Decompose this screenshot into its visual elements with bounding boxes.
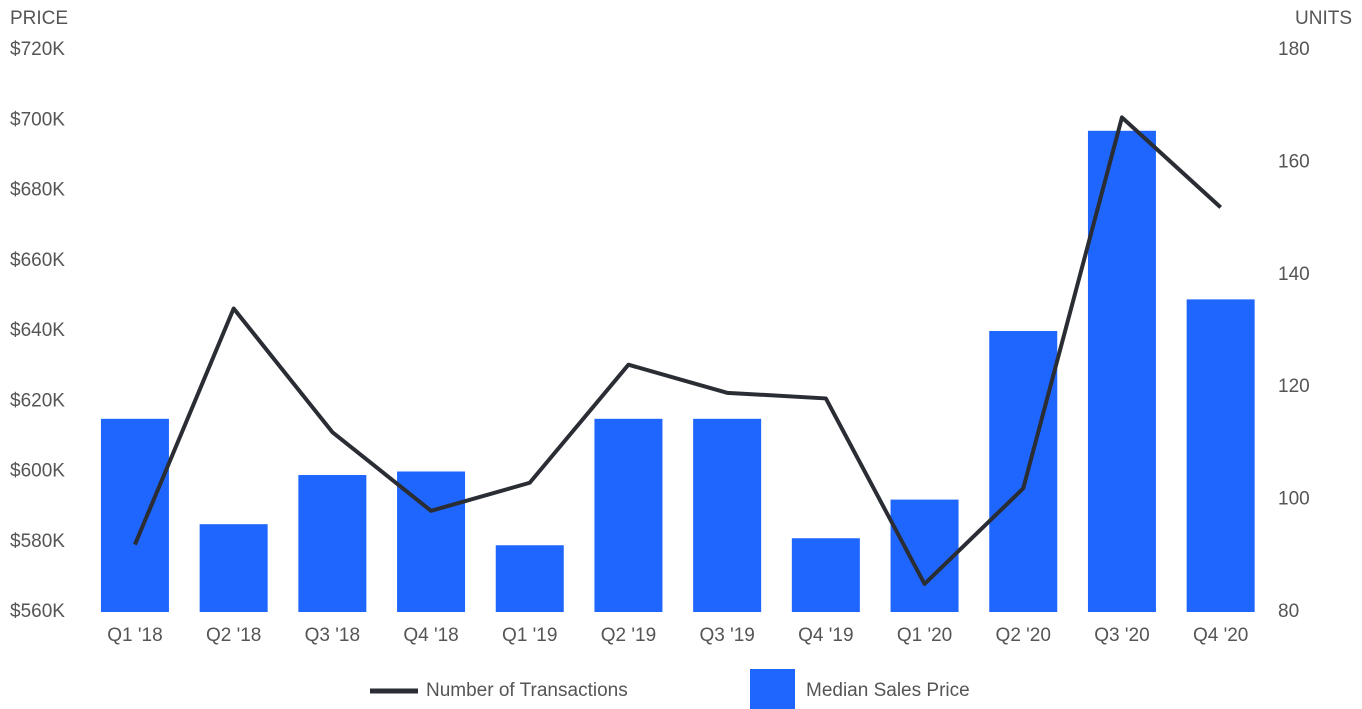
y-axis-title: PRICE xyxy=(10,8,68,29)
y-tick-label: $720K xyxy=(10,39,65,60)
y2-tick-label: 120 xyxy=(1278,376,1310,397)
y-tick-label: $640K xyxy=(10,320,65,341)
x-tick-label: Q3 '19 xyxy=(699,625,754,646)
x-tick-label: Q2 '20 xyxy=(996,625,1051,646)
x-tick-label: Q2 '18 xyxy=(206,625,261,646)
bar xyxy=(1186,299,1255,612)
y2-tick-label: 100 xyxy=(1278,489,1310,510)
x-tick-label: Q1 '20 xyxy=(897,625,952,646)
bar xyxy=(989,331,1058,612)
x-tick-label: Q1 '18 xyxy=(107,625,162,646)
bar xyxy=(298,475,367,612)
bar xyxy=(791,538,860,612)
bar xyxy=(199,524,268,612)
x-tick-label: Q4 '19 xyxy=(798,625,853,646)
y2-tick-label: 180 xyxy=(1278,39,1310,60)
y-tick-label: $620K xyxy=(10,390,65,411)
y-tick-label: $680K xyxy=(10,180,65,201)
y-tick-label: $580K xyxy=(10,531,65,552)
x-tick-label: Q2 '19 xyxy=(601,625,656,646)
y-tick-label: $600K xyxy=(10,461,65,482)
line xyxy=(133,115,1222,586)
legend-swatch xyxy=(750,669,795,709)
bar xyxy=(693,418,762,612)
bar xyxy=(1087,130,1156,612)
x-tick-label: Q3 '20 xyxy=(1094,625,1149,646)
y-tick-label: $660K xyxy=(10,250,65,271)
bar xyxy=(495,545,564,612)
y2-tick-label: 80 xyxy=(1278,601,1299,622)
y-tick-label: $560K xyxy=(10,601,65,622)
x-tick-label: Q4 '20 xyxy=(1193,625,1248,646)
bar xyxy=(594,418,663,612)
legend-label: Median Sales Price xyxy=(806,680,970,701)
y2-axis-title: UNITS xyxy=(1295,8,1352,29)
x-tick-label: Q4 '18 xyxy=(403,625,458,646)
y2-tick-label: 140 xyxy=(1278,264,1310,285)
y2-tick-label: 160 xyxy=(1278,151,1310,172)
bar xyxy=(890,499,959,612)
y-tick-label: $700K xyxy=(10,109,65,130)
x-tick-label: Q1 '19 xyxy=(502,625,557,646)
legend-label: Number of Transactions xyxy=(426,680,628,701)
bar xyxy=(100,418,169,612)
x-tick-label: Q3 '18 xyxy=(305,625,360,646)
